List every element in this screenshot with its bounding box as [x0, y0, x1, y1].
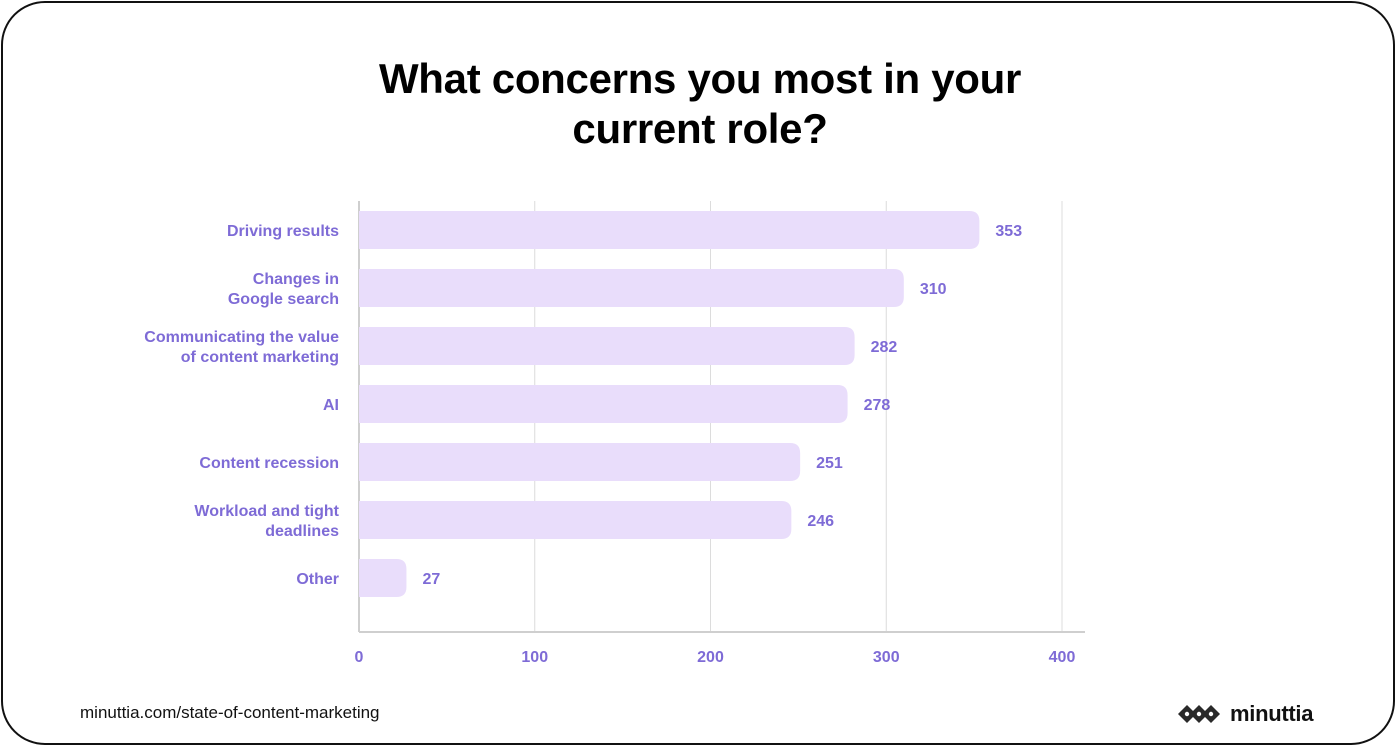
category-label-2-line-1: of content marketing: [181, 349, 339, 366]
category-label-1-line-1: Google search: [228, 291, 339, 308]
bar-4: [359, 443, 801, 481]
value-label-1: 310: [920, 281, 947, 298]
x-tick-label-300: 300: [873, 649, 900, 666]
x-tick-label-100: 100: [521, 649, 548, 666]
category-label-4-line-0: Content recession: [199, 455, 339, 472]
x-tick-label-0: 0: [355, 649, 364, 666]
category-label-0: Driving results: [227, 223, 339, 240]
category-label-6-line-0: Other: [296, 571, 339, 588]
category-label-5-line-0: Workload and tight: [194, 503, 339, 520]
bar-5: [359, 501, 792, 539]
chart-title: What concerns you most in your current r…: [300, 54, 1100, 154]
value-label-0: 353: [995, 223, 1022, 240]
chart-title-line-2: current role?: [572, 105, 828, 152]
bar-6: [359, 559, 407, 597]
bar-1: [359, 269, 904, 307]
category-label-5: Workload and tight deadlines: [194, 503, 339, 540]
value-label-6: 27: [422, 571, 440, 588]
category-label-1-line-0: Changes in: [253, 271, 339, 288]
category-label-3: AI: [323, 397, 339, 414]
value-label-3: 278: [864, 397, 891, 414]
category-label-3-line-0: AI: [323, 397, 339, 414]
source-link[interactable]: minuttia.com/state-of-content-marketing: [80, 703, 380, 722]
x-tick-label-200: 200: [697, 649, 724, 666]
category-label-1: Changes in Google search: [228, 271, 339, 308]
x-tick-label-400: 400: [1049, 649, 1076, 666]
bar-3: [359, 385, 848, 423]
chart-title-line-1: What concerns you most in your: [378, 55, 1022, 102]
bar-2: [359, 327, 855, 365]
brand-name: minuttia: [1230, 701, 1314, 726]
brand-logo: minuttia: [1178, 700, 1313, 728]
category-label-4: Content recession: [199, 455, 339, 472]
category-label-2-line-0: Communicating the value: [144, 329, 339, 346]
bar-0: [359, 211, 980, 249]
category-label-6: Other: [296, 571, 339, 588]
category-label-2: Communicating the value of content market…: [144, 329, 339, 366]
value-label-2: 282: [871, 339, 898, 356]
value-label-4: 251: [816, 455, 843, 472]
diamond-chain-logo-icon: [1178, 705, 1220, 723]
category-label-0-line-0: Driving results: [227, 223, 339, 240]
value-label-5: 246: [807, 513, 834, 530]
category-label-5-line-1: deadlines: [265, 523, 339, 540]
